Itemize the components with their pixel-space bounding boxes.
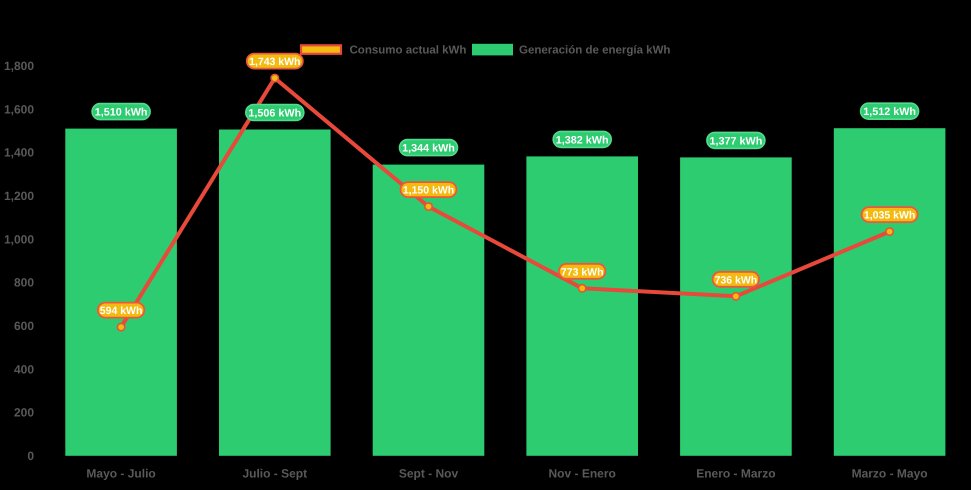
svg-text:200: 200	[14, 406, 34, 420]
svg-text:1,200: 1,200	[4, 189, 34, 203]
svg-text:0: 0	[27, 449, 34, 463]
svg-text:Enero - Marzo: Enero - Marzo	[696, 467, 775, 481]
svg-text:1,506 kWh: 1,506 kWh	[248, 108, 301, 120]
svg-text:1,743 kWh: 1,743 kWh	[249, 56, 300, 68]
svg-text:1,000: 1,000	[4, 232, 34, 246]
svg-text:Marzo - Mayo: Marzo - Mayo	[852, 467, 928, 481]
svg-text:1,400: 1,400	[4, 146, 34, 160]
svg-text:1,512 kWh: 1,512 kWh	[863, 106, 916, 118]
svg-text:1,510 kWh: 1,510 kWh	[95, 107, 148, 119]
svg-text:1,344 kWh: 1,344 kWh	[402, 143, 455, 155]
svg-text:1,382 kWh: 1,382 kWh	[556, 134, 609, 146]
svg-text:Mayo - Julio: Mayo - Julio	[86, 467, 155, 481]
svg-text:1,035 kWh: 1,035 kWh	[864, 210, 915, 222]
svg-text:594 kWh: 594 kWh	[100, 305, 143, 317]
svg-text:1,600: 1,600	[4, 102, 34, 116]
svg-text:600: 600	[14, 319, 34, 333]
svg-text:Julio - Sept: Julio - Sept	[242, 467, 307, 481]
svg-text:400: 400	[14, 362, 34, 376]
svg-text:Sept - Nov: Sept - Nov	[399, 467, 459, 481]
svg-text:773 kWh: 773 kWh	[561, 266, 604, 278]
svg-text:1,800: 1,800	[4, 59, 34, 73]
svg-text:Nov - Enero: Nov - Enero	[549, 467, 616, 481]
svg-text:1,377 kWh: 1,377 kWh	[709, 135, 762, 147]
svg-text:1,150 kWh: 1,150 kWh	[403, 185, 454, 197]
svg-text:736 kWh: 736 kWh	[715, 274, 758, 286]
svg-text:Consumo actual kWh: Consumo actual kWh	[350, 45, 467, 57]
svg-text:800: 800	[14, 276, 34, 290]
svg-text:Generación de energía kWh: Generación de energía kWh	[519, 45, 670, 57]
